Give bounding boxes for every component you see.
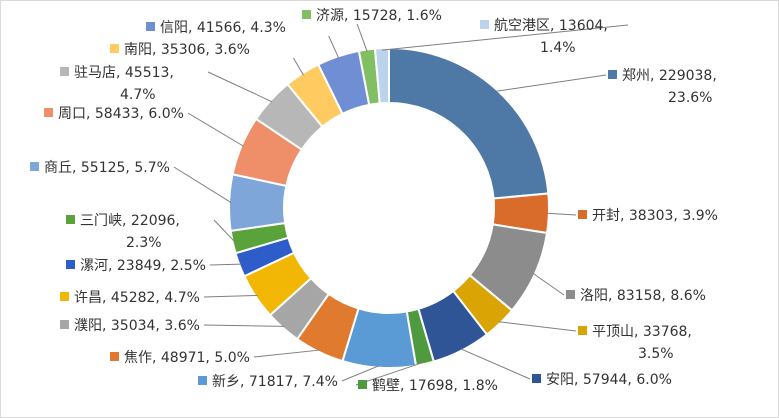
leader-line-平顶山	[498, 321, 577, 332]
slice-label-焦作: 焦作, 48971, 5.0%	[124, 350, 250, 366]
slice-key-周口	[44, 108, 53, 117]
slice-label-航空港区: 航空港区, 13604, 1.4%	[494, 18, 608, 56]
slice-key-漯河	[66, 260, 75, 269]
slice-key-驻马店	[60, 67, 69, 76]
leader-line-航空港区	[382, 24, 629, 51]
slice-label-line: 信阳, 41566, 4.3%	[160, 20, 286, 36]
leader-line-开封	[546, 212, 577, 216]
slice-key-济源	[302, 10, 311, 19]
slice-key-航空港区	[480, 20, 489, 29]
leader-line-安阳	[460, 348, 531, 380]
slice-key-安阳	[532, 374, 541, 383]
slice-label-开封: 开封, 38303, 3.9%	[592, 208, 718, 224]
slice-label-漯河: 漯河, 23849, 2.5%	[80, 258, 206, 274]
slice-航空港区[interactable]	[373, 46, 390, 105]
slice-label-line: 濮阳, 35034, 3.6%	[74, 318, 200, 334]
leader-line-济源	[356, 23, 368, 52]
slice-label-洛阳: 洛阳, 83158, 8.6%	[580, 288, 706, 304]
slice-label-line: 郑州, 229038,	[622, 68, 717, 84]
slice-label-许昌: 许昌, 45282, 4.7%	[74, 290, 200, 306]
slice-label-三门峡: 三门峡, 22096, 2.3%	[80, 213, 180, 251]
leader-line-漯河	[209, 263, 242, 266]
slice-label-line: 许昌, 45282, 4.7%	[74, 290, 200, 306]
slice-label-line: 航空港区, 13604,	[494, 18, 608, 34]
slice-label-line: 济源, 15728, 1.6%	[316, 8, 442, 24]
slice-label-line: 1.4%	[540, 40, 576, 56]
slice-label-商丘: 商丘, 55125, 5.7%	[44, 160, 170, 176]
slice-label-周口: 周口, 58433, 6.0%	[58, 106, 184, 122]
leader-line-驻马店	[207, 71, 273, 103]
slice-key-开封	[578, 210, 587, 219]
slice-label-line: 焦作, 48971, 5.0%	[124, 350, 250, 366]
leader-line-濮阳	[203, 324, 285, 327]
slice-key-焦作	[110, 352, 119, 361]
slice-label-新乡: 新乡, 71817, 7.4%	[212, 374, 338, 390]
slice-key-商丘	[30, 162, 39, 171]
leader-line-新乡	[341, 365, 380, 382]
leader-line-鹤壁	[355, 361, 425, 386]
slice-label-信阳: 信阳, 41566, 4.3%	[160, 20, 286, 36]
slice-label-濮阳: 濮阳, 35034, 3.6%	[74, 318, 200, 334]
slice-label-line: 平顶山, 33768,	[592, 324, 692, 340]
slice-key-三门峡	[66, 215, 75, 224]
slice-label-line: 23.6%	[668, 90, 712, 106]
slice-郑州[interactable]	[388, 46, 550, 200]
slice-label-line: 安阳, 57944, 6.0%	[546, 372, 672, 388]
slice-label-line: 新乡, 71817, 7.4%	[212, 374, 338, 390]
slice-label-line: 三门峡, 22096,	[80, 213, 180, 229]
slice-label-line: 4.7%	[120, 87, 156, 103]
slice-key-濮阳	[60, 320, 69, 329]
slice-label-line: 2.3%	[126, 235, 162, 251]
leader-line-商丘	[173, 166, 232, 203]
slice-label-line: 洛阳, 83158, 8.6%	[580, 288, 706, 304]
slice-label-line: 驻马店, 45513,	[74, 65, 174, 81]
slice-key-鹤壁	[358, 380, 367, 389]
slice-label-line: 开封, 38303, 3.9%	[592, 208, 718, 224]
slice-key-新乡	[198, 376, 207, 385]
leader-line-焦作	[253, 349, 320, 358]
leader-line-周口	[187, 112, 244, 147]
slice-key-许昌	[60, 292, 69, 301]
slice-label-line: 周口, 58433, 6.0%	[58, 106, 184, 122]
slice-label-鹤壁: 鹤壁, 17698, 1.8%	[372, 378, 498, 394]
slice-key-南阳	[110, 44, 119, 53]
leader-line-信阳	[328, 35, 340, 59]
slice-label-南阳: 南阳, 35306, 3.6%	[124, 42, 250, 58]
slice-label-line: 南阳, 35306, 3.6%	[124, 42, 250, 58]
slice-label-line: 鹤壁, 17698, 1.8%	[372, 378, 498, 394]
slice-label-line: 商丘, 55125, 5.7%	[44, 160, 170, 176]
slice-label-line: 漯河, 23849, 2.5%	[80, 258, 206, 274]
leader-line-许昌	[203, 294, 258, 298]
leader-line-郑州	[495, 74, 607, 92]
slice-key-洛阳	[566, 290, 575, 299]
slice-label-平顶山: 平顶山, 33768, 3.5%	[592, 324, 692, 362]
slice-label-济源: 济源, 15728, 1.6%	[316, 8, 442, 24]
slice-key-信阳	[146, 22, 155, 31]
slice-label-驻马店: 驻马店, 45513, 4.7%	[74, 65, 174, 103]
slice-label-安阳: 安阳, 57944, 6.0%	[546, 372, 672, 388]
slice-label-郑州: 郑州, 229038, 23.6%	[622, 68, 717, 106]
slice-key-平顶山	[578, 326, 587, 335]
slice-key-郑州	[608, 70, 617, 79]
slice-label-line: 3.5%	[638, 346, 674, 362]
leader-line-洛阳	[532, 272, 565, 296]
leader-line-南阳	[293, 57, 304, 76]
leader-line-三门峡	[213, 219, 235, 243]
